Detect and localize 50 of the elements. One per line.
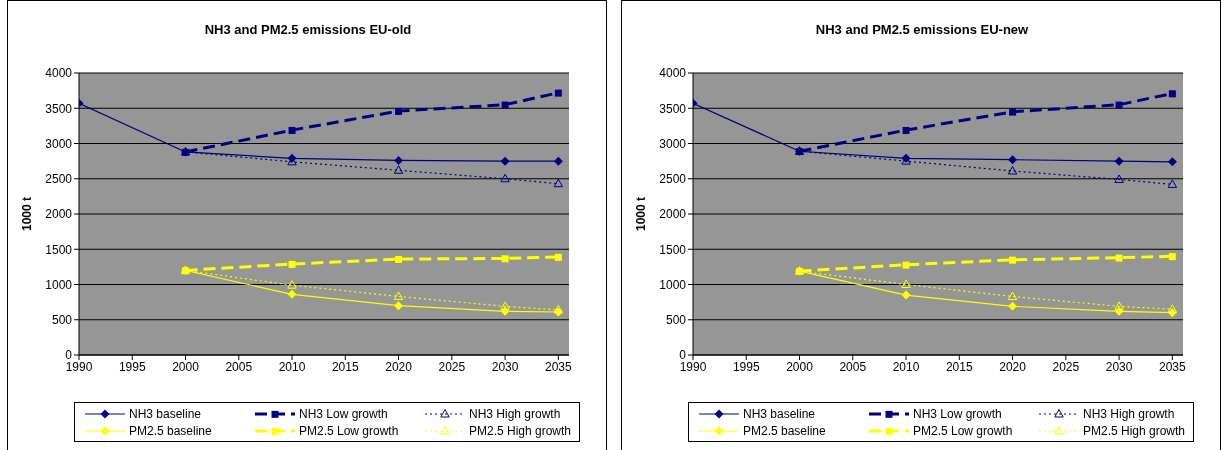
y-tick-label: 2500: [45, 172, 73, 187]
x-tick-label: 2035: [545, 359, 573, 374]
legend-label: NH3 Low growth: [913, 406, 1002, 421]
x-tick-label: 2005: [839, 359, 867, 374]
x-tick-label: 2025: [1052, 359, 1080, 374]
legend-label: NH3 High growth: [1083, 406, 1175, 421]
x-tick-label: 2020: [999, 359, 1027, 374]
legend-label: NH3 Low growth: [299, 406, 388, 421]
y-tick-label: 1500: [45, 242, 73, 257]
y-tick-label: 4000: [45, 66, 73, 81]
x-tick-label: 2000: [786, 359, 814, 374]
x-tick-label: 2005: [225, 359, 253, 374]
chart-title: NH3 and PM2.5 emissions EU-new: [814, 22, 1030, 37]
legend-label: PM2.5 High growth: [1083, 423, 1186, 438]
chart-title: NH3 and PM2.5 emissions EU-old: [203, 22, 413, 37]
y-tick-label: 1500: [659, 242, 687, 257]
y-tick-label: 3000: [45, 136, 73, 151]
x-tick-label: 2000: [172, 359, 200, 374]
y-tick-label: 2500: [659, 172, 687, 187]
legend-label: PM2.5 High growth: [469, 423, 572, 438]
y-tick-label: 3500: [45, 101, 73, 116]
y-tick-label: 3000: [659, 136, 687, 151]
legend-label: PM2.5 Low growth: [299, 423, 399, 438]
y-tick-label: 4000: [659, 66, 687, 81]
x-tick-label: 2010: [278, 359, 306, 374]
legend-label: NH3 baseline: [129, 406, 202, 421]
x-tick-label: 2010: [892, 359, 920, 374]
y-tick-label: 1000: [659, 277, 687, 292]
x-tick-label: 2015: [331, 359, 359, 374]
y-axis-title: 1000 t: [634, 196, 649, 232]
legend-label: PM2.5 baseline: [743, 423, 826, 438]
y-axis-title: 1000 t: [20, 196, 35, 232]
x-tick-label: 1995: [118, 359, 146, 374]
legend-label: PM2.5 baseline: [129, 423, 212, 438]
legend-label: PM2.5 Low growth: [913, 423, 1013, 438]
y-tick-label: 500: [51, 313, 73, 328]
y-tick-label: 3500: [659, 101, 687, 116]
x-tick-label: 2025: [438, 359, 466, 374]
x-tick-label: 2015: [945, 359, 973, 374]
x-tick-label: 2030: [1105, 359, 1133, 374]
x-tick-label: 2035: [1159, 359, 1187, 374]
legend-label: NH3 baseline: [743, 406, 816, 421]
legend-label: NH3 High growth: [469, 406, 561, 421]
x-tick-label: 1995: [732, 359, 760, 374]
x-tick-label: 2030: [491, 359, 519, 374]
y-tick-label: 1000: [45, 277, 73, 292]
x-tick-label: 2020: [385, 359, 413, 374]
y-tick-label: 2000: [45, 207, 73, 222]
y-tick-label: 2000: [659, 207, 687, 222]
y-tick-label: 500: [665, 313, 687, 328]
